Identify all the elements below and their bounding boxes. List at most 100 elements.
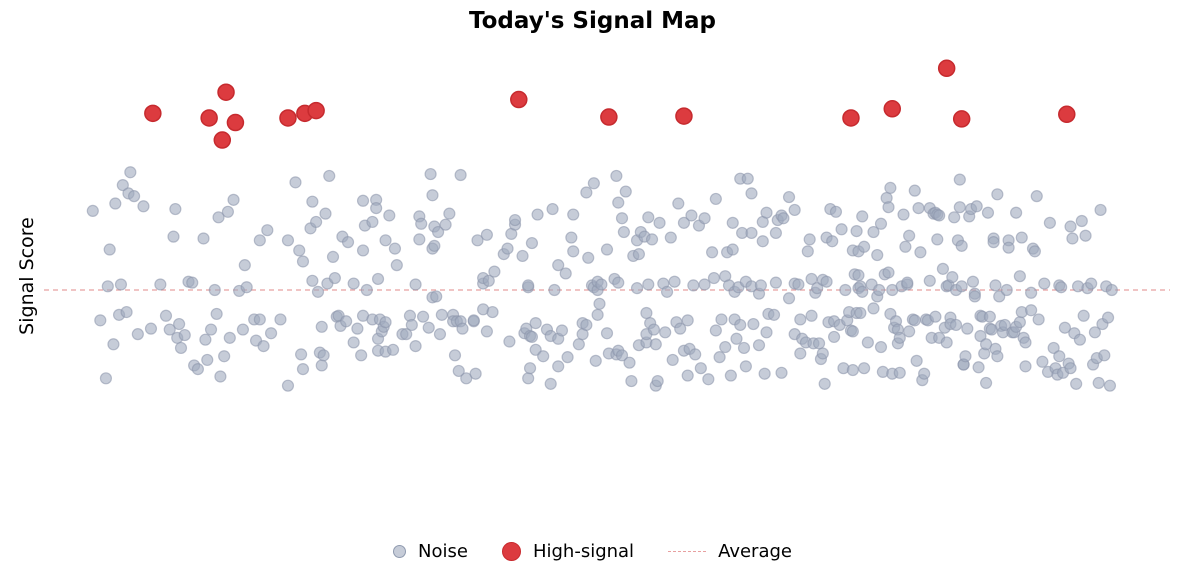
chart-title: Today's Signal Map	[468, 8, 716, 34]
noise-point	[709, 324, 722, 337]
noise-point	[615, 349, 629, 362]
noise-point	[846, 363, 859, 377]
noise-point	[572, 338, 585, 351]
noise-point	[281, 234, 295, 247]
noise-point	[347, 336, 360, 349]
noise-point	[400, 328, 413, 341]
noise-point	[114, 278, 128, 291]
noise-point	[1058, 321, 1072, 334]
noise-point	[580, 318, 593, 332]
noise-point	[1019, 336, 1032, 349]
high-signal-point	[279, 109, 297, 127]
noise-point	[754, 279, 767, 292]
noise-point	[1064, 220, 1077, 233]
legend-average-label: Average	[718, 540, 792, 562]
noise-point	[910, 354, 923, 367]
noise-point	[812, 337, 826, 350]
noise-point	[681, 369, 694, 382]
noise-point	[144, 322, 158, 335]
noise-point	[914, 246, 927, 259]
noise-point	[1053, 350, 1066, 363]
legend-item-high-signal: High-signal	[501, 541, 634, 562]
noise-point	[908, 314, 921, 327]
noise-point	[948, 211, 961, 224]
noise-point	[856, 285, 869, 298]
noise-point	[782, 292, 796, 305]
noise-point	[240, 281, 253, 294]
noise-point	[867, 225, 880, 239]
noise-point	[501, 242, 514, 255]
noise-point	[612, 276, 625, 289]
noise-point	[293, 244, 306, 257]
noise-point	[236, 323, 250, 336]
noise-point	[719, 340, 732, 354]
noise-point	[366, 215, 379, 229]
noise-point	[223, 331, 236, 344]
noise-point	[1077, 309, 1090, 322]
high-signal-point	[217, 83, 235, 101]
noise-point	[261, 224, 274, 237]
noise-point	[681, 314, 694, 327]
noise-point	[931, 233, 944, 246]
noise-point	[221, 205, 235, 218]
noise-point	[201, 353, 214, 367]
noise-point	[970, 200, 983, 213]
high-signal-point	[307, 101, 325, 120]
noise-point	[858, 362, 871, 375]
noise-point	[698, 212, 711, 225]
high-signal-point	[1058, 105, 1076, 124]
noise-point	[1013, 270, 1026, 283]
noise-point	[416, 310, 430, 323]
legend-noise-marker	[393, 544, 407, 558]
noise-point	[685, 209, 698, 222]
noise-point	[537, 350, 550, 363]
noise-point	[124, 166, 137, 179]
noise-point	[903, 325, 916, 338]
noise-point	[480, 325, 493, 338]
noise-point	[522, 279, 535, 292]
noise-point	[820, 275, 833, 288]
noise-point	[341, 236, 355, 249]
noise-point	[974, 329, 987, 343]
noise-point	[979, 376, 993, 390]
noise-point	[552, 259, 565, 272]
noise-point	[818, 377, 831, 390]
noise-point	[154, 278, 167, 291]
noise-point	[758, 367, 771, 380]
noise-point	[734, 318, 747, 332]
legend-average-marker	[668, 550, 707, 552]
noise-point	[1036, 355, 1049, 368]
noise-point	[882, 201, 895, 214]
noise-point	[370, 202, 383, 215]
noise-point	[523, 362, 537, 375]
noise-point	[739, 360, 752, 373]
noise-point	[426, 189, 439, 202]
noise-point	[972, 361, 985, 374]
noise-point	[949, 318, 963, 332]
noise-point	[371, 272, 385, 286]
noise-point	[600, 243, 614, 256]
noise-point	[839, 283, 852, 297]
noise-point	[698, 278, 711, 291]
noise-point	[1002, 241, 1015, 254]
noise-point	[529, 317, 542, 330]
noise-point	[632, 248, 646, 261]
noise-point	[893, 331, 906, 344]
noise-point	[1070, 377, 1083, 390]
noise-point	[191, 363, 204, 376]
noise-point	[508, 213, 522, 227]
noise-point	[567, 245, 580, 258]
noise-point	[893, 366, 906, 379]
high-signal-point	[600, 108, 618, 126]
noise-point	[792, 278, 805, 291]
noise-point	[409, 340, 422, 353]
noise-point	[595, 278, 608, 291]
noise-point	[430, 290, 443, 303]
noise-point	[289, 176, 302, 189]
noise-point	[674, 322, 687, 335]
noise-point	[432, 225, 445, 239]
noise-point	[871, 248, 884, 262]
noise-point	[452, 364, 465, 378]
noise-point	[555, 324, 569, 337]
